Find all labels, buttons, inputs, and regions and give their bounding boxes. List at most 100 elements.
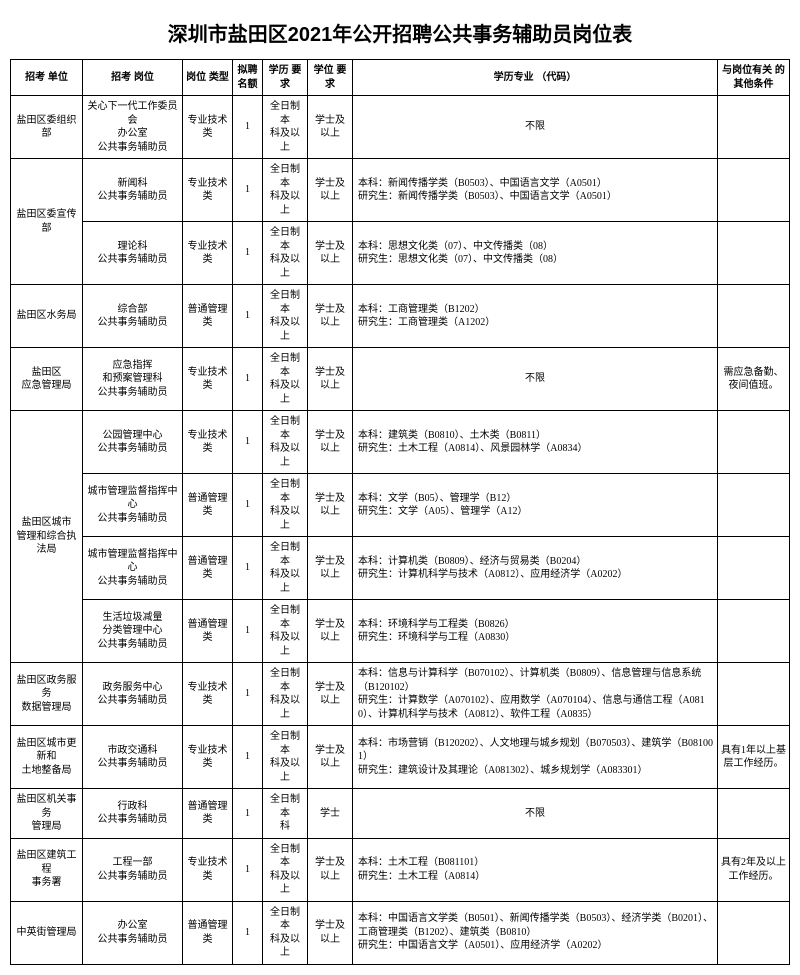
cell-other (718, 600, 790, 663)
cell-post: 应急指挥 和预案管理科 公共事务辅助员 (83, 348, 183, 411)
cell-deg: 学士及以上 (308, 838, 353, 901)
cell-post: 市政交通科 公共事务辅助员 (83, 726, 183, 789)
cell-other: 具有1年以上基 层工作经历。 (718, 726, 790, 789)
cell-deg: 学士及以上 (308, 663, 353, 726)
cell-edu: 全日制本 科及以上 (263, 285, 308, 348)
cell-type: 普通管理类 (183, 474, 233, 537)
cell-major: 不限 (353, 348, 718, 411)
cell-other (718, 96, 790, 159)
table-row: 盐田区城市更新和 土地整备局市政交通科 公共事务辅助员专业技术类1全日制本 科及… (11, 726, 790, 789)
header-unit: 招考 单位 (11, 60, 83, 96)
cell-edu: 全日制本 科及以上 (263, 726, 308, 789)
cell-edu: 全日制本 科及以上 (263, 348, 308, 411)
table-row: 中英街管理局办公室 公共事务辅助员普通管理类1全日制本 科及以上学士及以上本科：… (11, 901, 790, 964)
header-edu: 学历 要求 (263, 60, 308, 96)
cell-major: 本科：计算机类（B0809）、经济与贸易类（B0204） 研究生：计算机科学与技… (353, 537, 718, 600)
cell-edu: 全日制本 科及以上 (263, 222, 308, 285)
cell-deg: 学士及以上 (308, 285, 353, 348)
cell-major: 不限 (353, 96, 718, 159)
table-row: 盐田区委宣传部新闻科 公共事务辅助员专业技术类1全日制本 科及以上学士及以上本科… (11, 159, 790, 222)
cell-major: 本科：工商管理类（B1202） 研究生：工商管理类（A1202） (353, 285, 718, 348)
cell-post: 综合部 公共事务辅助员 (83, 285, 183, 348)
cell-edu: 全日制本 科及以上 (263, 663, 308, 726)
cell-type: 专业技术类 (183, 726, 233, 789)
cell-other (718, 285, 790, 348)
cell-post: 办公室 公共事务辅助员 (83, 901, 183, 964)
cell-type: 专业技术类 (183, 348, 233, 411)
cell-post: 工程一部 公共事务辅助员 (83, 838, 183, 901)
cell-num: 1 (233, 789, 263, 839)
cell-type: 专业技术类 (183, 663, 233, 726)
cell-unit: 盐田区城市 管理和综合执法局 (11, 411, 83, 663)
cell-major: 本科：文学（B05）、管理学（B12） 研究生：文学（A05）、管理学（A12） (353, 474, 718, 537)
table-row: 盐田区机关事务 管理局行政科 公共事务辅助员普通管理类1全日制本 科学士不限 (11, 789, 790, 839)
cell-post: 城市管理监督指挥中心 公共事务辅助员 (83, 474, 183, 537)
cell-major: 本科：新闻传播学类（B0503）、中国语言文学（A0501） 研究生：新闻传播学… (353, 159, 718, 222)
cell-other (718, 159, 790, 222)
cell-num: 1 (233, 838, 263, 901)
cell-post: 公园管理中心 公共事务辅助员 (83, 411, 183, 474)
cell-type: 普通管理类 (183, 901, 233, 964)
cell-unit: 盐田区建筑工程 事务署 (11, 838, 83, 901)
table-row: 生活垃圾减量 分类管理中心 公共事务辅助员普通管理类1全日制本 科及以上学士及以… (11, 600, 790, 663)
cell-deg: 学士及以上 (308, 348, 353, 411)
cell-deg: 学士及以上 (308, 474, 353, 537)
cell-major: 本科：市场营销（B120202）、人文地理与城乡规划（B070503）、建筑学（… (353, 726, 718, 789)
table-row: 盐田区建筑工程 事务署工程一部 公共事务辅助员专业技术类1全日制本 科及以上学士… (11, 838, 790, 901)
cell-unit: 盐田区水务局 (11, 285, 83, 348)
cell-num: 1 (233, 348, 263, 411)
cell-other (718, 411, 790, 474)
cell-major: 不限 (353, 789, 718, 839)
cell-other (718, 222, 790, 285)
cell-deg: 学士及以上 (308, 537, 353, 600)
table-row: 城市管理监督指挥中心 公共事务辅助员普通管理类1全日制本 科及以上学士及以上本科… (11, 537, 790, 600)
table-row: 盐田区 应急管理局应急指挥 和预案管理科 公共事务辅助员专业技术类1全日制本 科… (11, 348, 790, 411)
cell-post: 行政科 公共事务辅助员 (83, 789, 183, 839)
header-other: 与岗位有关 的其他条件 (718, 60, 790, 96)
table-row: 盐田区城市 管理和综合执法局公园管理中心 公共事务辅助员专业技术类1全日制本 科… (11, 411, 790, 474)
cell-type: 专业技术类 (183, 838, 233, 901)
cell-other (718, 901, 790, 964)
cell-type: 专业技术类 (183, 159, 233, 222)
cell-deg: 学士及以上 (308, 901, 353, 964)
cell-edu: 全日制本 科 (263, 789, 308, 839)
header-post: 招考 岗位 (83, 60, 183, 96)
cell-edu: 全日制本 科及以上 (263, 411, 308, 474)
cell-type: 专业技术类 (183, 222, 233, 285)
cell-num: 1 (233, 663, 263, 726)
cell-post: 关心下一代工作委员会 办公室 公共事务辅助员 (83, 96, 183, 159)
cell-edu: 全日制本 科及以上 (263, 96, 308, 159)
cell-num: 1 (233, 537, 263, 600)
cell-unit: 盐田区委组织部 (11, 96, 83, 159)
cell-edu: 全日制本 科及以上 (263, 537, 308, 600)
cell-other (718, 789, 790, 839)
table-row: 理论科 公共事务辅助员专业技术类1全日制本 科及以上学士及以上本科：思想文化类（… (11, 222, 790, 285)
cell-num: 1 (233, 159, 263, 222)
header-deg: 学位 要求 (308, 60, 353, 96)
cell-deg: 学士及以上 (308, 600, 353, 663)
cell-type: 普通管理类 (183, 789, 233, 839)
cell-num: 1 (233, 901, 263, 964)
cell-post: 理论科 公共事务辅助员 (83, 222, 183, 285)
table-row: 城市管理监督指挥中心 公共事务辅助员普通管理类1全日制本 科及以上学士及以上本科… (11, 474, 790, 537)
cell-num: 1 (233, 96, 263, 159)
cell-num: 1 (233, 222, 263, 285)
cell-post: 新闻科 公共事务辅助员 (83, 159, 183, 222)
cell-edu: 全日制本 科及以上 (263, 474, 308, 537)
cell-num: 1 (233, 726, 263, 789)
cell-type: 专业技术类 (183, 411, 233, 474)
cell-post: 政务服务中心 公共事务辅助员 (83, 663, 183, 726)
cell-deg: 学士及以上 (308, 726, 353, 789)
cell-deg: 学士及以上 (308, 411, 353, 474)
cell-type: 普通管理类 (183, 600, 233, 663)
cell-other (718, 537, 790, 600)
cell-edu: 全日制本 科及以上 (263, 600, 308, 663)
cell-type: 专业技术类 (183, 96, 233, 159)
page-title: 深圳市盐田区2021年公开招聘公共事务辅助员岗位表 (10, 18, 790, 47)
table-row: 盐田区委组织部关心下一代工作委员会 办公室 公共事务辅助员专业技术类1全日制本 … (11, 96, 790, 159)
cell-major: 本科：土木工程（B081101） 研究生：土木工程（A0814） (353, 838, 718, 901)
cell-unit: 盐田区城市更新和 土地整备局 (11, 726, 83, 789)
table-row: 盐田区政务服务 数据管理局政务服务中心 公共事务辅助员专业技术类1全日制本 科及… (11, 663, 790, 726)
cell-type: 普通管理类 (183, 537, 233, 600)
cell-edu: 全日制本 科及以上 (263, 159, 308, 222)
